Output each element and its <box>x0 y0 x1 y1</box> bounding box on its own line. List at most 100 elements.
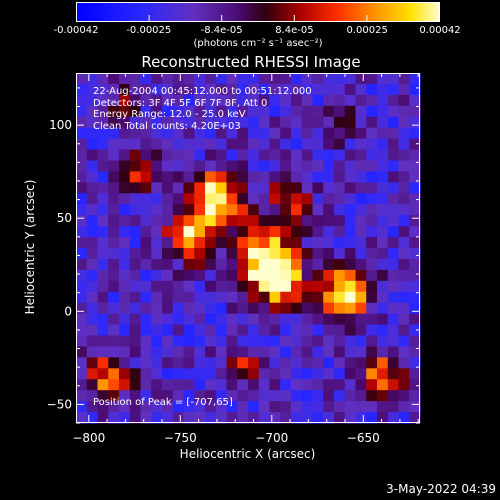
heatmap-cell <box>409 368 421 380</box>
heatmap-cell <box>86 215 99 227</box>
heatmap-cell <box>140 302 152 315</box>
heatmap-cell <box>258 105 271 118</box>
heatmap-cell <box>291 83 303 96</box>
heatmap-cell <box>86 401 99 413</box>
heatmap-cell <box>108 258 120 271</box>
heatmap-cell <box>323 258 335 271</box>
heatmap-cell <box>108 193 120 205</box>
heatmap-cell <box>377 269 389 282</box>
heatmap-cell <box>323 73 335 85</box>
heatmap-cell <box>226 193 238 205</box>
heatmap-cell <box>258 412 271 424</box>
heatmap-cell <box>398 182 410 194</box>
heatmap-cell <box>76 226 88 238</box>
heatmap-cell <box>366 237 378 249</box>
heatmap-cell <box>237 105 249 118</box>
heatmap-cell <box>248 248 260 260</box>
heatmap-cell <box>409 379 421 391</box>
info-time-range: 22-Aug-2004 00:45:12.000 to 00:51:12.000 <box>93 86 312 97</box>
heatmap-cell <box>194 269 206 282</box>
heatmap-cell <box>258 138 271 151</box>
heatmap-cell <box>291 412 303 424</box>
heatmap-cell <box>280 258 292 271</box>
heatmap-cell <box>172 324 185 337</box>
heatmap-cell <box>355 160 367 173</box>
heatmap-cell <box>366 83 378 96</box>
heatmap-cell <box>119 280 131 293</box>
heatmap-cell <box>366 291 378 304</box>
heatmap-cell <box>344 215 357 227</box>
heatmap-cell <box>248 258 260 271</box>
heatmap-cell <box>183 138 195 151</box>
heatmap-cell <box>172 237 185 249</box>
heatmap-cell <box>269 379 281 391</box>
heatmap-cell <box>248 116 260 129</box>
heatmap-cell <box>387 127 400 140</box>
heatmap-cell <box>248 83 260 96</box>
heatmap-cell <box>377 171 389 183</box>
heatmap-cell <box>151 368 163 380</box>
heatmap-cell <box>291 269 303 282</box>
heatmap-cell <box>215 215 228 227</box>
heatmap-cell <box>215 248 228 260</box>
heatmap-cell <box>183 215 195 227</box>
heatmap-cell <box>312 269 324 282</box>
heatmap-cell <box>162 313 174 326</box>
heatmap-cell <box>237 160 249 173</box>
heatmap-cell <box>194 171 206 183</box>
heatmap-cell <box>119 160 131 173</box>
heatmap-cell <box>323 215 335 227</box>
heatmap-cell <box>205 237 217 249</box>
heatmap-cell <box>215 379 228 391</box>
heatmap-cell <box>344 401 357 413</box>
heatmap-cell <box>248 379 260 391</box>
heatmap-cell <box>269 335 281 348</box>
heatmap-cell <box>205 258 217 271</box>
heatmap-cell <box>194 368 206 380</box>
heatmap-cell <box>226 116 238 129</box>
heatmap-cell <box>237 335 249 348</box>
heatmap-cell <box>205 226 217 238</box>
heatmap-cell <box>258 390 271 402</box>
heatmap-cell <box>355 280 367 293</box>
heatmap-cell <box>76 215 88 227</box>
heatmap-cell <box>366 269 378 282</box>
heatmap-cell <box>205 390 217 402</box>
heatmap-cell <box>205 193 217 205</box>
heatmap-cell <box>140 94 152 107</box>
heatmap-cell <box>226 138 238 151</box>
heatmap-cell <box>76 280 88 293</box>
heatmap-cell <box>387 73 400 85</box>
heatmap-cell <box>312 171 324 183</box>
heatmap-cell <box>387 160 400 173</box>
heatmap-cell <box>301 302 314 315</box>
heatmap-cell <box>86 313 99 326</box>
heatmap-cell <box>172 73 185 85</box>
heatmap-cell <box>237 313 249 326</box>
heatmap-cell <box>280 160 292 173</box>
heatmap-cell <box>215 105 228 118</box>
heatmap-cell <box>344 149 357 162</box>
heatmap-cell <box>280 412 292 424</box>
heatmap-cell <box>409 291 421 304</box>
heatmap-cell <box>86 160 99 173</box>
heatmap-cell <box>258 379 271 391</box>
axis-tick-labels: −800 −750 −700 −650 −50 0 50 100 <box>47 118 380 445</box>
heatmap-cell <box>215 291 228 304</box>
heatmap-cell <box>366 193 378 205</box>
heatmap-cell <box>409 204 421 216</box>
heatmap-cell <box>140 258 152 271</box>
y-axis-label: Heliocentric Y (arcsec) <box>23 179 37 315</box>
heatmap-cell <box>205 73 217 85</box>
heatmap-cells <box>76 73 421 424</box>
heatmap-cell <box>140 412 152 424</box>
heatmap-cell <box>205 215 217 227</box>
heatmap-cell <box>334 105 346 118</box>
heatmap-cell <box>323 269 335 282</box>
heatmap-cell <box>129 149 142 162</box>
heatmap-cell <box>248 302 260 315</box>
heatmap-cell <box>172 204 185 216</box>
heatmap-cell <box>226 412 238 424</box>
heatmap-cell <box>237 182 249 194</box>
heatmap-cell <box>172 258 185 271</box>
